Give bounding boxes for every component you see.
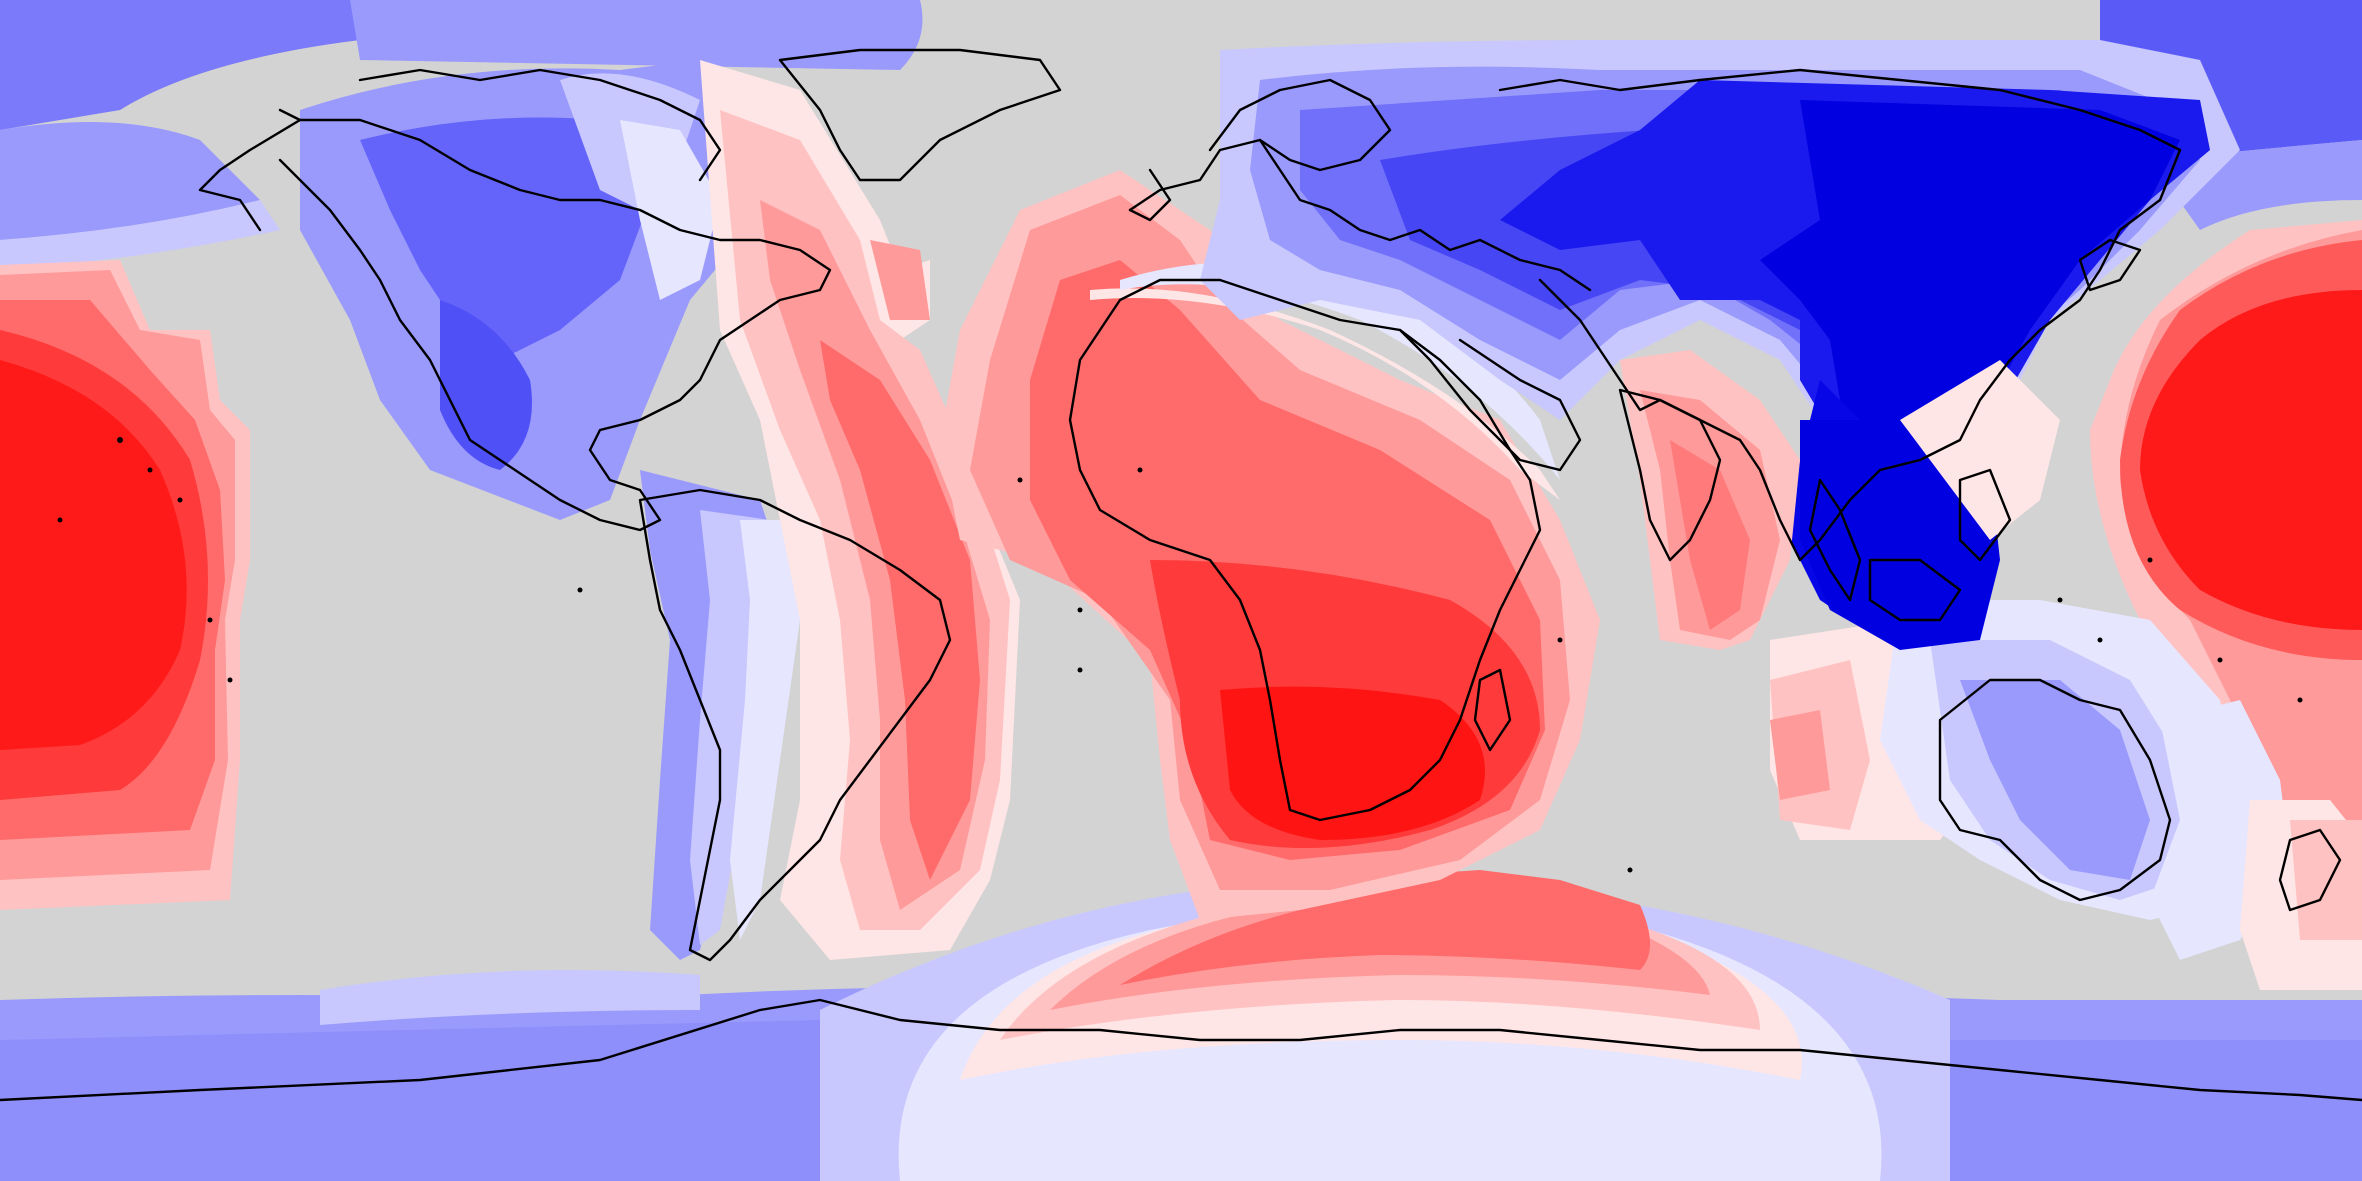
coastlines [0, 48, 2362, 1102]
island-markers [57, 437, 2303, 873]
eurasia-deep-blue-field [1200, 40, 2240, 650]
western-pacific-red-anomaly [2090, 220, 2362, 920]
africa-red-field [940, 170, 1600, 920]
africa-north-rings [1090, 262, 1560, 500]
central-pacific-red-anomaly [0, 260, 250, 910]
south-america-blue-wedge [640, 470, 800, 960]
antarctic-red-arc [820, 870, 1950, 1181]
north-america-blue-field [300, 60, 760, 520]
southeast-asia-deep-blue [1800, 360, 2060, 650]
